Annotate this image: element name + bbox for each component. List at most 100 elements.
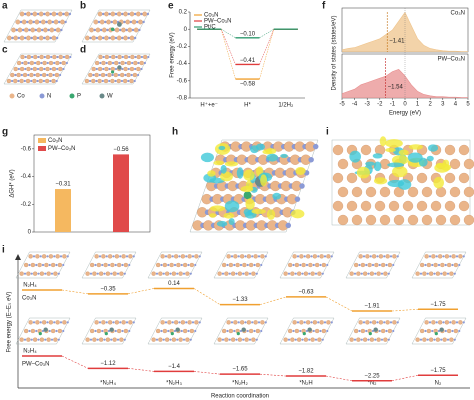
atom-co — [356, 271, 361, 276]
atom-co — [442, 337, 447, 342]
atom-co — [431, 320, 436, 325]
atom-co — [129, 66, 135, 72]
atom-co — [310, 337, 315, 342]
atom-n — [121, 12, 124, 16]
atom-co — [94, 60, 100, 66]
atom-n — [114, 263, 117, 267]
atom-co — [60, 19, 65, 25]
atom-co — [38, 35, 44, 41]
atom-n — [176, 272, 179, 275]
atom-co — [129, 78, 134, 84]
atom-n — [134, 67, 137, 71]
atom-n — [24, 55, 27, 59]
atom-co — [97, 35, 103, 41]
atom-co — [421, 214, 433, 226]
atom-co — [48, 72, 53, 78]
legend-label: Pt/C — [204, 25, 216, 31]
atom-n — [121, 55, 124, 59]
legend-label: PW–Co₃N — [204, 19, 231, 25]
atom-co — [44, 262, 49, 268]
atom-n — [255, 338, 258, 341]
atom-co — [151, 271, 156, 276]
atom-co — [402, 200, 414, 212]
atom-co — [387, 262, 393, 268]
atom-n — [41, 329, 45, 333]
charge-blob — [216, 220, 228, 227]
atom-n — [49, 79, 52, 83]
atom-n — [59, 61, 62, 65]
atom-n — [308, 272, 311, 275]
atom-n — [314, 338, 318, 341]
atom-co — [253, 320, 258, 325]
value-label: −1.75 — [430, 302, 446, 308]
legend-swatch — [38, 146, 46, 151]
atom-co — [49, 27, 55, 33]
atom-n — [237, 255, 240, 258]
atom-n — [360, 338, 363, 341]
atom-co — [51, 78, 56, 84]
value-label: −1.65 — [232, 367, 248, 373]
atom-n — [11, 36, 14, 40]
atom-co — [13, 66, 18, 72]
atom-co — [117, 54, 122, 60]
atom-n — [182, 272, 186, 275]
atom-co — [42, 60, 47, 66]
atom-co — [233, 254, 238, 259]
atom-n — [383, 321, 386, 324]
x-tick-label: 1/2H₂ — [278, 103, 294, 109]
atom-n — [30, 67, 33, 71]
atom-co — [378, 254, 384, 259]
atom-n — [239, 329, 243, 333]
atom-co — [19, 11, 25, 17]
x-tick-label: 0 — [403, 102, 407, 108]
atom-n — [365, 263, 368, 267]
atom-co — [444, 254, 450, 259]
atom-n — [330, 321, 333, 324]
atom-co — [92, 337, 97, 342]
atom-n — [123, 20, 126, 24]
atom-n — [55, 36, 59, 40]
slab — [331, 139, 471, 226]
atom-co — [228, 328, 234, 334]
atom-n — [221, 272, 225, 275]
atom-w — [175, 327, 180, 332]
x-tick-label: H⁺+e⁻ — [200, 102, 218, 109]
charge-blob — [223, 212, 235, 219]
atom-co — [30, 262, 36, 268]
atom-n — [39, 73, 43, 77]
atom-co — [173, 320, 179, 325]
atom-co — [185, 271, 190, 276]
charge-blob — [398, 149, 409, 156]
atom-n — [133, 79, 136, 83]
atom-n — [162, 272, 165, 275]
cell-outline — [213, 251, 269, 279]
atom-n — [128, 329, 131, 333]
atom-co — [337, 158, 349, 170]
atom-co — [415, 337, 420, 342]
cell-outline — [15, 251, 71, 279]
atom-co — [129, 35, 135, 41]
atom-n — [294, 338, 297, 341]
atom-co — [453, 328, 459, 334]
atom-n — [26, 20, 29, 24]
atom-co — [416, 200, 428, 212]
atom-w — [373, 327, 378, 332]
atom-n — [136, 20, 139, 24]
atom-n — [360, 272, 363, 275]
atom-n — [458, 263, 461, 267]
atom-w — [439, 327, 444, 332]
atom-n — [111, 73, 114, 77]
atom-n — [62, 263, 65, 267]
atom-n — [128, 263, 131, 267]
atom-n — [34, 28, 38, 32]
atom-n — [30, 36, 33, 40]
atom-co — [123, 66, 128, 72]
atom-n — [385, 329, 388, 333]
atom-co — [30, 27, 36, 33]
atom-n — [123, 338, 126, 341]
y-tick-label: -0.8 — [177, 96, 188, 102]
atom-n — [19, 20, 23, 24]
atom-co — [180, 254, 186, 259]
x-tick-label: -1 — [390, 102, 396, 108]
atom-co — [226, 320, 231, 325]
